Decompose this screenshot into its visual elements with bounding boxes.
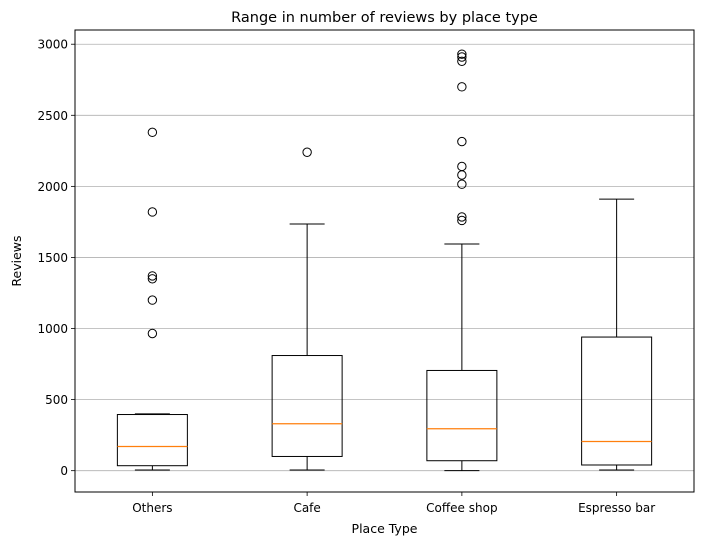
y-tick-label: 2000	[37, 180, 68, 194]
x-tick-label: Cafe	[293, 501, 320, 515]
grid-lines	[75, 43, 694, 472]
x-tick-label: Espresso bar	[578, 501, 655, 515]
x-tick-label: Coffee shop	[426, 501, 497, 515]
box-group	[581, 198, 653, 471]
outlier-point	[147, 274, 158, 284]
y-tick-label: 500	[45, 393, 68, 407]
outlier-point	[457, 82, 467, 92]
x-axis-label: Place Type	[352, 521, 418, 536]
boxes	[116, 49, 653, 472]
chart-title: Range in number of reviews by place type	[231, 10, 538, 26]
outlier-point	[147, 295, 158, 305]
y-tick-label: 0	[60, 464, 68, 478]
outlier-point	[457, 49, 467, 59]
outlier-point	[302, 147, 312, 157]
box-group	[426, 49, 498, 472]
y-axis-ticks: 0 500 1000 1500 2000 2500 3000	[37, 38, 75, 478]
y-tick-label: 1500	[37, 251, 68, 265]
box-group	[271, 147, 343, 471]
y-axis-label: Reviews	[9, 235, 24, 286]
interquartile-box	[426, 369, 498, 462]
y-tick-label: 3000	[37, 38, 68, 52]
interquartile-box	[271, 355, 343, 457]
outlier-point	[457, 52, 467, 62]
outlier-point	[457, 136, 467, 147]
outlier-point	[457, 179, 467, 189]
x-axis-ticks: Others Cafe Coffee shop Espresso bar	[132, 492, 655, 515]
plot-frame	[74, 29, 695, 493]
y-tick-label: 2500	[37, 109, 68, 123]
outlier-point	[147, 271, 158, 281]
outlier-point	[147, 328, 158, 339]
y-tick-label: 1000	[37, 322, 68, 336]
outlier-point	[147, 207, 158, 217]
interquartile-box	[116, 414, 188, 467]
outlier-point	[147, 127, 158, 138]
outlier-point	[457, 56, 467, 66]
x-tick-label: Others	[132, 501, 172, 515]
outlier-point	[457, 212, 467, 222]
interquartile-box	[581, 336, 653, 466]
outlier-point	[457, 161, 467, 172]
outlier-point	[457, 170, 467, 180]
outlier-point	[457, 215, 467, 226]
box-group	[116, 127, 188, 471]
